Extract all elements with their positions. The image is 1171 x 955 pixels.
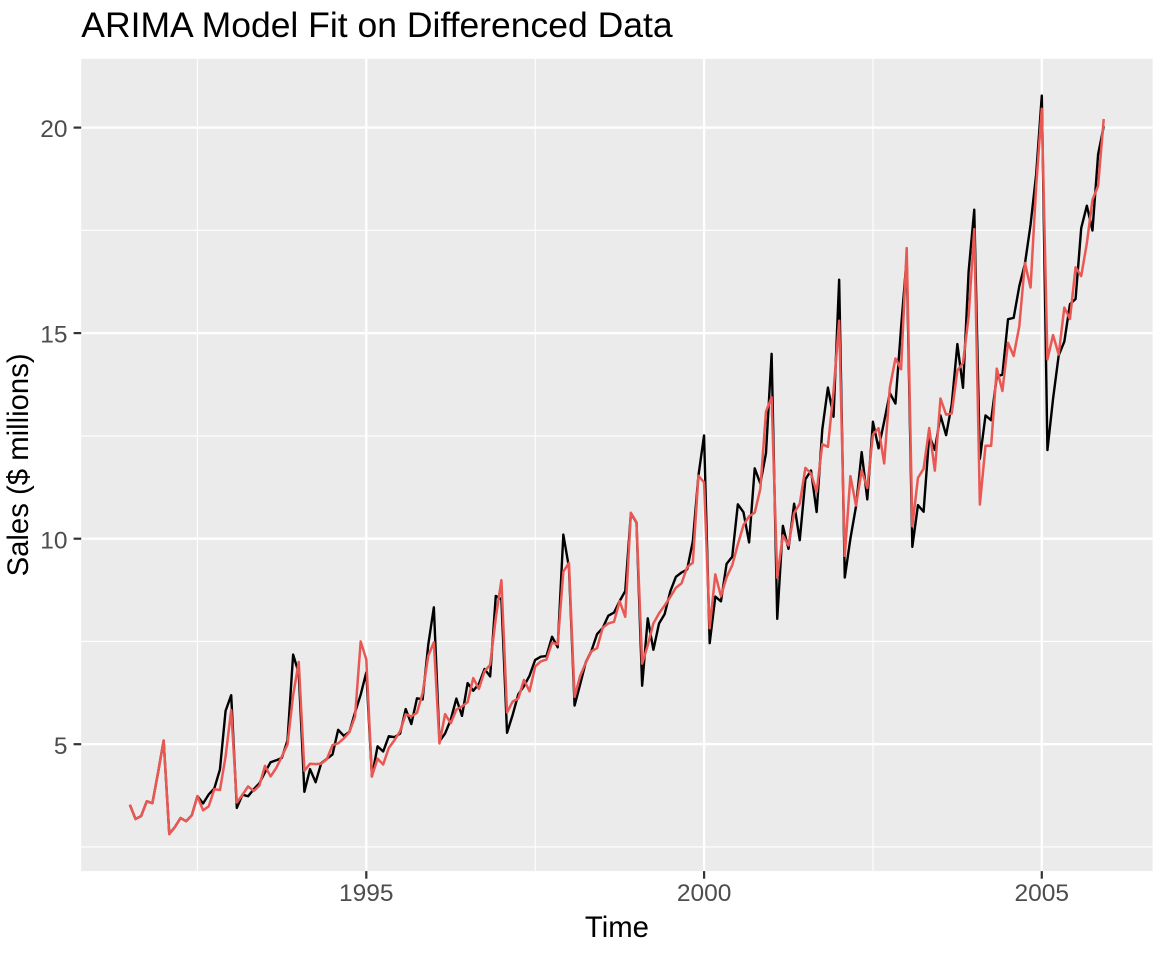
svg-text:ARIMA Model Fit on Differenced: ARIMA Model Fit on Differenced Data [81, 5, 673, 45]
svg-text:2005: 2005 [1015, 880, 1070, 907]
svg-text:5: 5 [54, 733, 68, 760]
svg-text:1995: 1995 [339, 880, 394, 907]
svg-text:Sales ($ millions): Sales ($ millions) [2, 353, 35, 576]
svg-text:20: 20 [40, 116, 67, 143]
svg-text:10: 10 [40, 527, 67, 554]
svg-text:Time: Time [585, 911, 649, 944]
svg-text:15: 15 [40, 322, 67, 349]
svg-text:2000: 2000 [677, 880, 732, 907]
